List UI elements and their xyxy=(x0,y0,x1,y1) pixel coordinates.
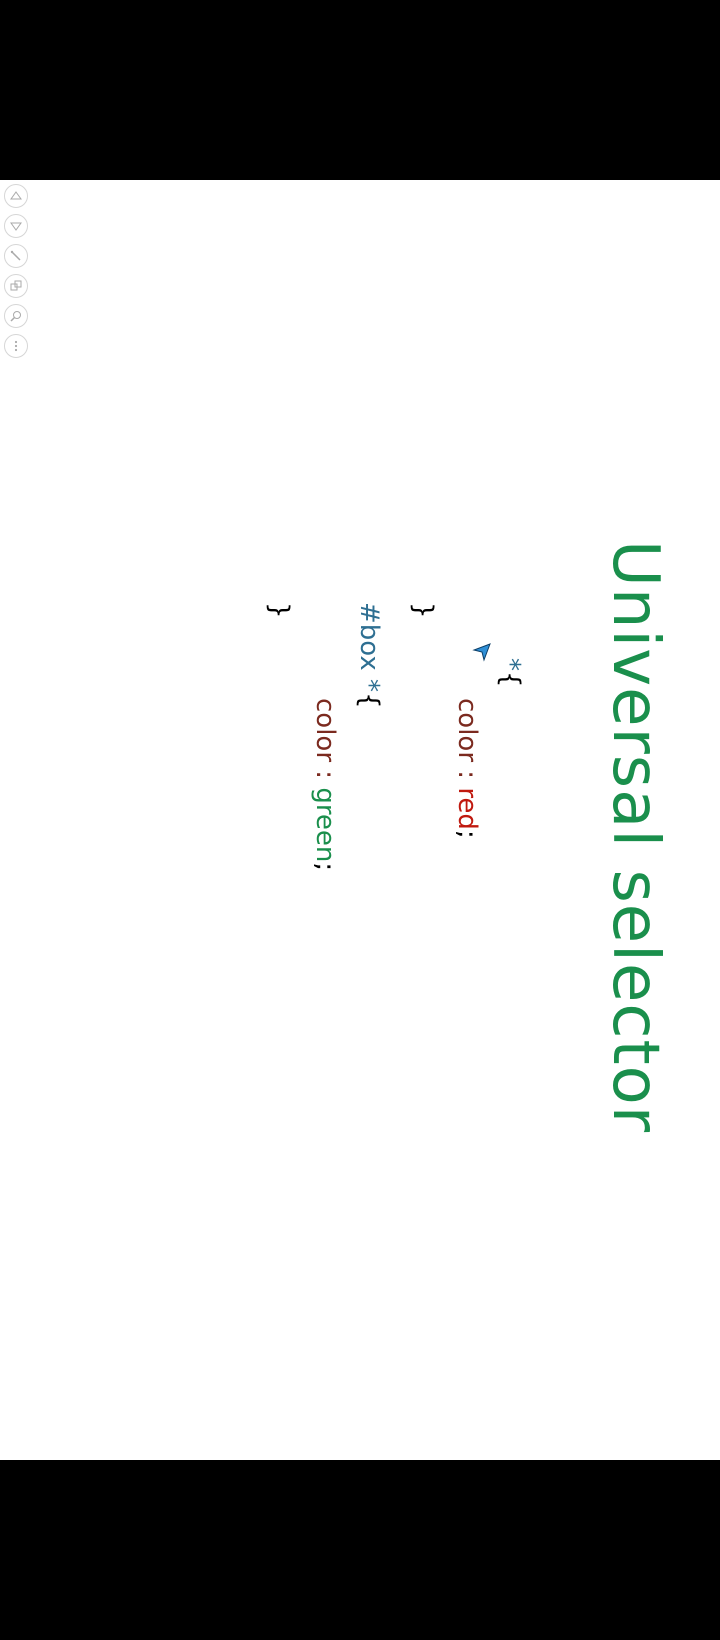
semicolon: ; xyxy=(310,862,340,872)
code-line-3: } xyxy=(408,602,438,619)
next-slide-button[interactable] xyxy=(4,214,28,238)
presentation-slide: Universal selector *{ color : red; } #bo… xyxy=(0,180,720,1460)
code-line-1: *{ xyxy=(495,658,525,688)
slides-grid-icon xyxy=(10,280,22,291)
semicolon: ; xyxy=(452,829,482,839)
code-line-2: color : red; xyxy=(452,698,482,839)
property-name: color : xyxy=(310,698,340,788)
more-icon xyxy=(14,340,18,352)
zoom-icon xyxy=(10,311,21,322)
close-brace: } xyxy=(408,602,438,619)
zoom-button[interactable] xyxy=(4,304,28,328)
up-arrow-icon xyxy=(10,191,22,200)
code-line-6: } xyxy=(264,602,294,619)
open-brace: { xyxy=(354,692,384,709)
more-options-button[interactable] xyxy=(4,334,28,358)
descendant-selector: #box * xyxy=(354,602,384,693)
universal-selector: * xyxy=(495,658,525,671)
bottom-letterbox xyxy=(0,1460,720,1640)
close-brace: } xyxy=(264,602,294,619)
open-brace: { xyxy=(495,671,525,688)
property-value-green: green xyxy=(310,787,340,863)
pointer-cursor-icon xyxy=(472,643,491,662)
code-line-5: color : green; xyxy=(310,698,340,871)
slide-title: Universal selector xyxy=(598,540,672,1134)
top-letterbox xyxy=(0,0,720,180)
down-arrow-icon xyxy=(10,222,22,231)
property-value-red: red xyxy=(452,787,482,830)
slide-viewport[interactable]: Universal selector *{ color : red; } #bo… xyxy=(0,180,720,1460)
property-name: color : xyxy=(452,698,482,788)
previous-slide-button[interactable] xyxy=(4,184,28,208)
pen-icon xyxy=(10,250,21,261)
slides-grid-button[interactable] xyxy=(4,274,28,298)
pen-button[interactable] xyxy=(4,244,28,268)
code-line-4: #box *{ xyxy=(354,602,384,709)
